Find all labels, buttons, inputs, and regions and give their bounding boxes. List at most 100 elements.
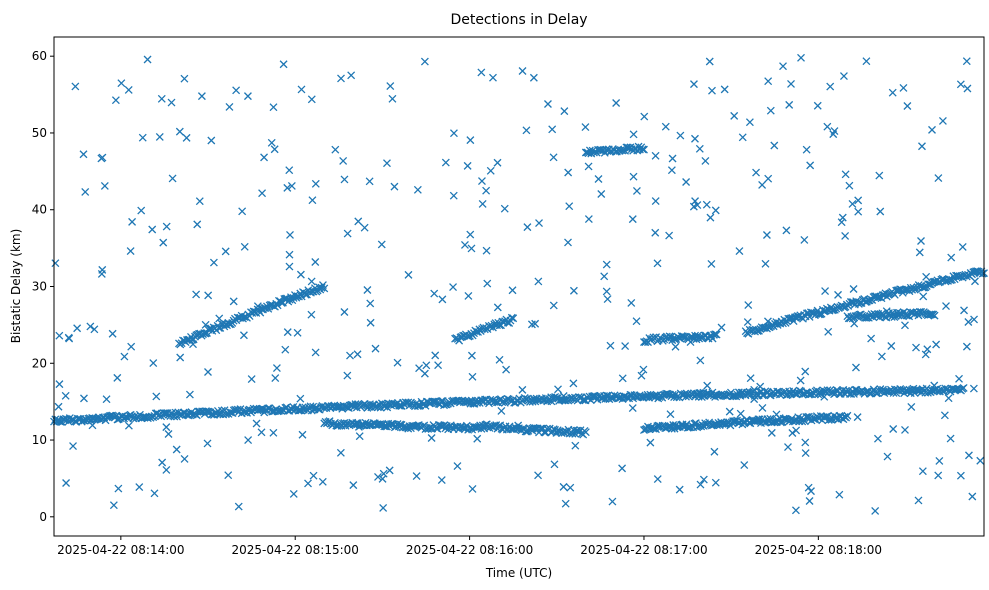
data-point — [928, 125, 936, 134]
data-point — [363, 286, 372, 294]
data-point — [888, 308, 897, 317]
data-point — [813, 101, 822, 110]
data-point — [651, 228, 660, 237]
data-point — [285, 166, 294, 175]
data-point — [711, 330, 720, 339]
data-point — [463, 161, 472, 170]
data-point — [483, 279, 492, 288]
data-point — [502, 365, 511, 374]
data-point — [128, 217, 137, 226]
data-point — [956, 80, 965, 89]
data-point — [653, 475, 662, 483]
data-point — [901, 321, 909, 330]
y-tick-label: 10 — [32, 433, 47, 447]
data-point — [922, 272, 931, 281]
data-point — [959, 384, 968, 392]
data-point — [938, 117, 947, 125]
data-point — [339, 156, 348, 165]
data-point — [876, 207, 885, 216]
data-point — [495, 355, 504, 364]
data-point — [304, 479, 312, 488]
data-point — [354, 217, 363, 226]
data-point — [379, 469, 388, 478]
data-point — [371, 344, 380, 353]
data-point — [566, 483, 575, 492]
data-point — [560, 107, 569, 116]
data-point — [90, 325, 99, 334]
data-point — [801, 367, 810, 376]
data-point — [204, 368, 212, 376]
data-point — [61, 391, 70, 400]
data-point — [175, 127, 184, 136]
data-point — [955, 374, 963, 383]
data-point — [725, 407, 734, 416]
data-point — [873, 434, 882, 443]
data-point — [889, 425, 898, 433]
data-point — [269, 103, 278, 112]
data-point — [780, 414, 789, 423]
data-point — [559, 482, 568, 491]
data-point — [53, 416, 62, 425]
data-point — [547, 397, 556, 406]
data-point — [691, 197, 700, 206]
data-point — [549, 153, 558, 162]
data-point — [365, 177, 374, 186]
data-point — [940, 411, 949, 420]
y-tick-label: 20 — [32, 356, 47, 370]
data-point — [247, 375, 256, 384]
data-point — [366, 299, 375, 308]
data-point — [848, 199, 857, 208]
data-point — [203, 407, 212, 416]
data-point — [244, 436, 253, 445]
data-point — [627, 298, 636, 307]
data-point — [875, 171, 884, 180]
data-point — [621, 342, 630, 351]
data-point — [379, 503, 388, 512]
data-point — [434, 361, 443, 370]
data-point — [343, 371, 352, 380]
data-point — [919, 292, 928, 301]
data-point — [956, 471, 965, 480]
data-point — [969, 384, 978, 393]
data-point — [366, 318, 375, 327]
data-point — [55, 331, 64, 340]
data-point — [431, 351, 440, 360]
data-point — [493, 303, 502, 312]
data-point — [934, 174, 943, 183]
data-point — [629, 172, 638, 181]
data-point — [535, 219, 543, 228]
data-point — [390, 182, 399, 191]
data-point — [666, 410, 675, 419]
data-point — [466, 230, 475, 239]
data-point — [594, 175, 603, 183]
data-point — [148, 225, 157, 234]
data-point — [478, 199, 487, 208]
data-point — [453, 462, 462, 471]
data-point — [288, 296, 297, 305]
data-point — [854, 196, 863, 205]
data-point — [618, 464, 627, 473]
data-point — [665, 231, 674, 240]
data-point — [743, 318, 752, 326]
plot-area — [54, 37, 984, 536]
data-point — [779, 62, 787, 71]
data-point — [320, 284, 329, 293]
data-point — [258, 189, 267, 198]
data-point — [804, 483, 813, 492]
data-point — [849, 285, 858, 293]
data-point — [942, 302, 950, 310]
data-point — [355, 432, 364, 441]
data-point — [283, 328, 292, 337]
data-point — [682, 178, 691, 186]
data-point — [736, 391, 745, 400]
data-point — [497, 406, 506, 415]
data-point — [569, 286, 578, 295]
data-point — [97, 154, 106, 163]
data-point — [901, 425, 909, 434]
data-point — [486, 166, 495, 175]
data-point — [707, 260, 716, 268]
data-point — [273, 301, 282, 310]
data-point — [259, 405, 268, 414]
data-point — [843, 411, 852, 420]
data-point — [564, 168, 573, 177]
